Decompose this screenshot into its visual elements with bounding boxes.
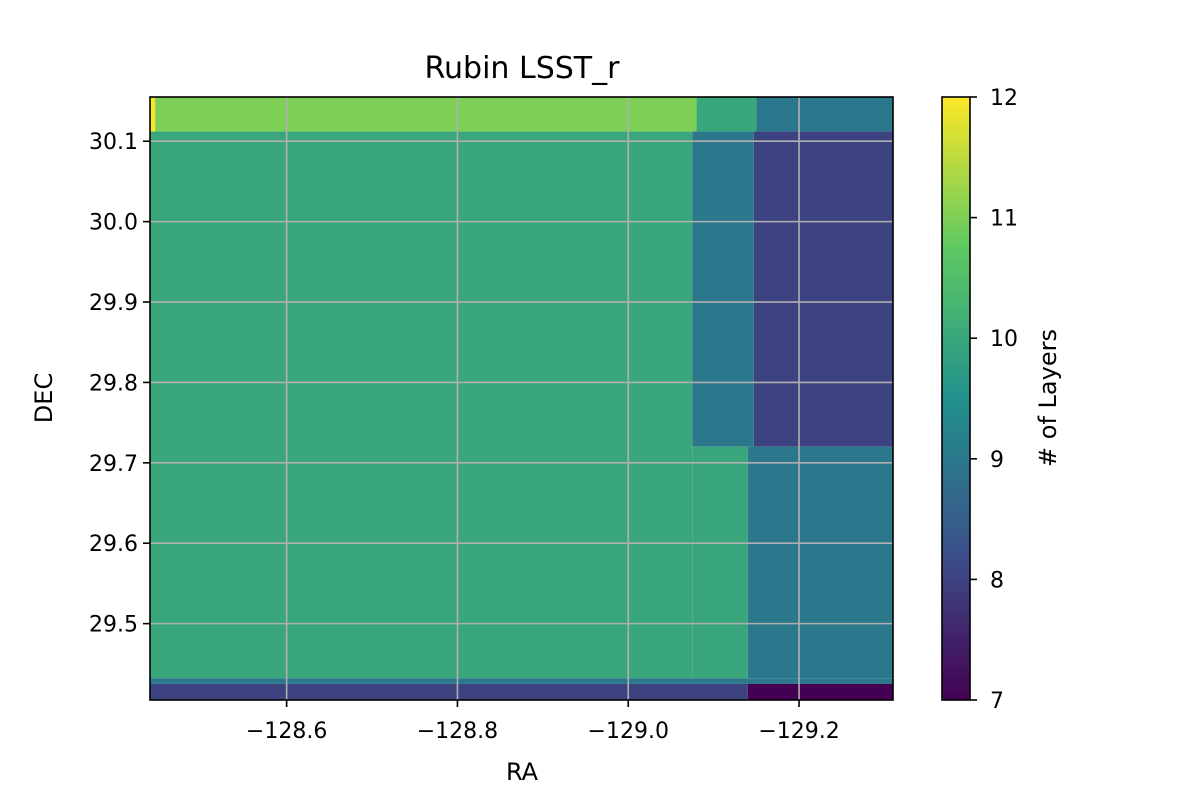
colorbar-tick-label: 7 bbox=[990, 689, 1004, 714]
colorbar-ticks: 7 8 9 10 11 12 bbox=[970, 86, 1018, 714]
y-axis-ticks: 29.5 29.6 29.7 29.8 29.9 30.0 30.1 bbox=[89, 130, 150, 638]
chart-title: Rubin LSST_r bbox=[425, 51, 621, 86]
colorbar-tick-label: 9 bbox=[990, 448, 1004, 473]
y-tick-label: 29.6 bbox=[89, 532, 138, 557]
x-axis-label: RA bbox=[506, 758, 539, 786]
y-tick-label: 30.1 bbox=[89, 130, 138, 155]
heatmap-cell bbox=[747, 683, 893, 700]
x-tick-label: −128.6 bbox=[246, 719, 327, 744]
colorbar-tick-label: 10 bbox=[990, 327, 1018, 352]
y-tick-label: 30.0 bbox=[89, 211, 138, 236]
heatmap-cell bbox=[756, 97, 893, 132]
grid-lines bbox=[150, 97, 893, 700]
heatmap-cell bbox=[692, 446, 748, 679]
heatmap-cell bbox=[155, 97, 697, 132]
y-tick-label: 29.8 bbox=[89, 371, 138, 396]
heatmap-cell bbox=[150, 131, 693, 679]
y-axis-label: DEC bbox=[30, 373, 58, 423]
heatmap-cell bbox=[692, 131, 754, 447]
x-tick-label: −128.8 bbox=[417, 719, 498, 744]
colorbar-tick-label: 12 bbox=[990, 86, 1018, 111]
heatmap-cell bbox=[150, 678, 893, 684]
heatmap-cell bbox=[696, 97, 757, 132]
x-tick-label: −129.2 bbox=[758, 719, 839, 744]
plot-frame bbox=[149, 96, 894, 701]
colorbar bbox=[941, 96, 971, 701]
heatmap-cells bbox=[150, 97, 893, 700]
colorbar-label: # of Layers bbox=[1034, 329, 1062, 467]
x-axis-ticks: −128.6 −128.8 −129.0 −129.2 bbox=[246, 700, 840, 744]
y-tick-label: 29.9 bbox=[89, 291, 138, 316]
y-tick-label: 29.5 bbox=[89, 613, 138, 638]
colorbar-tick-label: 11 bbox=[990, 207, 1018, 232]
x-tick-label: −129.0 bbox=[588, 719, 669, 744]
y-tick-label: 29.7 bbox=[89, 452, 138, 477]
heatmap-cell bbox=[150, 683, 748, 700]
heatmap-cell bbox=[747, 446, 893, 679]
heatmap-cell bbox=[753, 131, 893, 447]
colorbar-tick-label: 8 bbox=[990, 568, 1004, 593]
heatmap-cell bbox=[150, 97, 156, 132]
